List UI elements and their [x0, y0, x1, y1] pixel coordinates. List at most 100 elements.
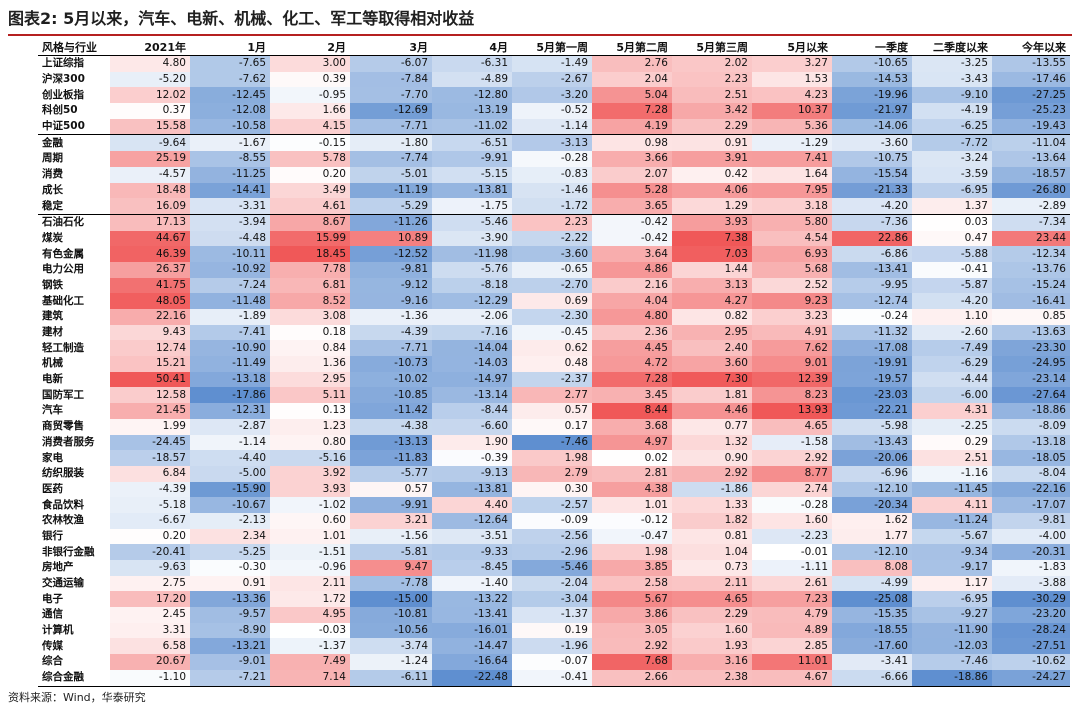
- heat-cell: 1.53: [752, 71, 832, 88]
- row-label: 成长: [42, 183, 63, 196]
- heat-cell: -2.30: [512, 309, 592, 325]
- table-row: 交通运输 2.75 0.91 2.11 -7.78 -1.40 -2.04 2.58 2.11 2…: [38, 575, 1070, 592]
- heat-cell: -7.70: [350, 87, 432, 104]
- heat-cell: -7.71: [350, 118, 432, 135]
- heat-cell: 8.67: [270, 213, 350, 231]
- heat-cell: -3.31: [190, 198, 270, 215]
- heat-cell: -9.13: [432, 465, 512, 482]
- heat-cell: -5.88: [912, 246, 992, 262]
- heat-cell: 44.67: [110, 230, 190, 247]
- row-label: 房地产: [42, 561, 74, 574]
- heat-cell: 1.90: [432, 434, 512, 451]
- table-row: 建筑 22.16 -1.89 3.08 -1.36 -2.06 -2.30 4.80 0.82 3…: [38, 309, 1070, 325]
- heat-cell: 0.20: [110, 528, 190, 545]
- table-row: 金融 -9.64 -1.67 -0.15 -1.80 -6.51 -3.13 0.98 0.91…: [38, 134, 1070, 152]
- heat-cell: 2.95: [672, 324, 752, 341]
- heat-cell: -0.42: [592, 213, 672, 231]
- heat-cell: -13.81: [432, 481, 512, 498]
- table-row: 传媒 6.58 -13.21 -1.37 -3.74 -14.47 -1.96 2.92 1.9…: [38, 638, 1070, 655]
- heat-cell: 2.02: [672, 55, 752, 72]
- heat-cell: -21.97: [832, 103, 912, 119]
- heat-cell: -0.95: [270, 87, 350, 104]
- heat-cell: -3.90: [432, 230, 512, 247]
- heat-cell: -1.29: [752, 134, 832, 152]
- heat-cell: -5.46: [432, 213, 512, 231]
- heat-cell: -4.20: [832, 198, 912, 215]
- heat-cell: -0.65: [512, 261, 592, 278]
- heat-cell: 4.89: [752, 622, 832, 639]
- heat-cell: -1.16: [912, 465, 992, 482]
- heat-cell: -14.03: [432, 356, 512, 372]
- heat-cell: 6.84: [110, 465, 190, 482]
- row-label: 汽车: [42, 404, 63, 417]
- table-row: 商贸零售 1.99 -2.87 1.23 -4.38 -6.60 0.17 3.68 0.77 4…: [38, 418, 1070, 435]
- heat-cell: -1.72: [512, 198, 592, 215]
- heat-cell: -13.22: [432, 591, 512, 608]
- heat-cell: 1.62: [832, 512, 912, 529]
- heat-cell: -0.07: [512, 654, 592, 670]
- heat-cell: 1.37: [912, 198, 992, 215]
- heat-cell: -12.64: [432, 512, 512, 529]
- heat-cell: 5.78: [270, 151, 350, 167]
- heat-cell: 1.60: [672, 622, 752, 639]
- heat-cell: -2.37: [512, 371, 592, 388]
- heat-cell: 25.19: [110, 151, 190, 167]
- heat-cell: -0.01: [752, 544, 832, 560]
- heat-cell: 2.11: [672, 575, 752, 592]
- heat-cell: -8.18: [432, 277, 512, 294]
- heat-cell: 2.92: [592, 638, 672, 655]
- heat-cell: 15.99: [270, 230, 350, 247]
- column-header: 今年以来: [992, 38, 1070, 56]
- heat-cell: -9.17: [912, 560, 992, 576]
- heat-cell: -5.77: [350, 465, 432, 482]
- table-row: 机械 15.21 -11.49 1.36 -10.73 -14.03 0.48 4.72 3.6…: [38, 356, 1070, 372]
- heat-cell: 1.01: [592, 497, 672, 513]
- heat-cell: 7.28: [592, 371, 672, 388]
- heat-cell: -18.57: [110, 450, 190, 466]
- heat-cell: -7.62: [190, 71, 270, 88]
- heat-cell: 1.04: [672, 544, 752, 560]
- heat-cell: -3.24: [912, 151, 992, 167]
- heat-cell: 2.11: [270, 575, 350, 592]
- heat-cell: 4.06: [672, 182, 752, 199]
- heat-cell: -12.10: [832, 481, 912, 498]
- heat-cell: -4.20: [912, 293, 992, 309]
- heat-cell: -1.80: [350, 134, 432, 152]
- table-row: 国防军工 12.58 -17.86 5.11 -10.85 -13.14 2.77 3.45 1…: [38, 387, 1070, 404]
- heat-cell: 2.38: [672, 669, 752, 687]
- heat-cell: -0.28: [512, 151, 592, 167]
- heat-cell: 3.08: [270, 309, 350, 325]
- heat-cell: 2.40: [672, 340, 752, 357]
- heat-cell: -17.08: [832, 340, 912, 357]
- heat-cell: 3.16: [672, 654, 752, 670]
- heat-cell: -5.15: [432, 166, 512, 183]
- heat-cell: 1.29: [672, 198, 752, 215]
- heat-cell: -13.36: [190, 591, 270, 608]
- heat-cell: -0.30: [190, 560, 270, 576]
- heat-cell: -11.24: [912, 512, 992, 529]
- table-row: 上证综指 4.80 -7.65 3.00 -6.07 -6.31 -1.49 2.76 2.02…: [38, 55, 1070, 72]
- heat-cell: -14.06: [832, 118, 912, 135]
- heat-cell: -2.60: [912, 324, 992, 341]
- heat-cell: 2.04: [592, 71, 672, 88]
- heat-cell: -13.55: [992, 55, 1070, 72]
- heat-cell: -13.41: [432, 607, 512, 623]
- heat-cell: -13.81: [432, 182, 512, 199]
- heat-cell: -9.81: [350, 261, 432, 278]
- table-row: 银行 0.20 2.34 1.01 -1.56 -3.51 -2.56 -0.47 0.81 -2…: [38, 528, 1070, 545]
- heat-cell: 2.36: [592, 324, 672, 341]
- heat-cell: -6.66: [832, 669, 912, 687]
- heat-cell: 4.23: [752, 87, 832, 104]
- heat-cell: -12.69: [350, 103, 432, 119]
- row-label: 计算机: [42, 624, 74, 637]
- row-label: 食品饮料: [42, 498, 84, 511]
- heat-cell: -4.38: [350, 418, 432, 435]
- heat-cell: -0.52: [512, 103, 592, 119]
- chart-title: 图表2: 5月以来，汽车、电新、机械、化工、军工等取得相对收益: [8, 9, 475, 28]
- heat-cell: -9.10: [912, 87, 992, 104]
- heat-cell: -1.14: [512, 118, 592, 135]
- heat-cell: 0.03: [912, 213, 992, 231]
- heat-cell: -5.00: [190, 465, 270, 482]
- heat-cell: 2.16: [592, 277, 672, 294]
- row-label: 周期: [42, 152, 63, 165]
